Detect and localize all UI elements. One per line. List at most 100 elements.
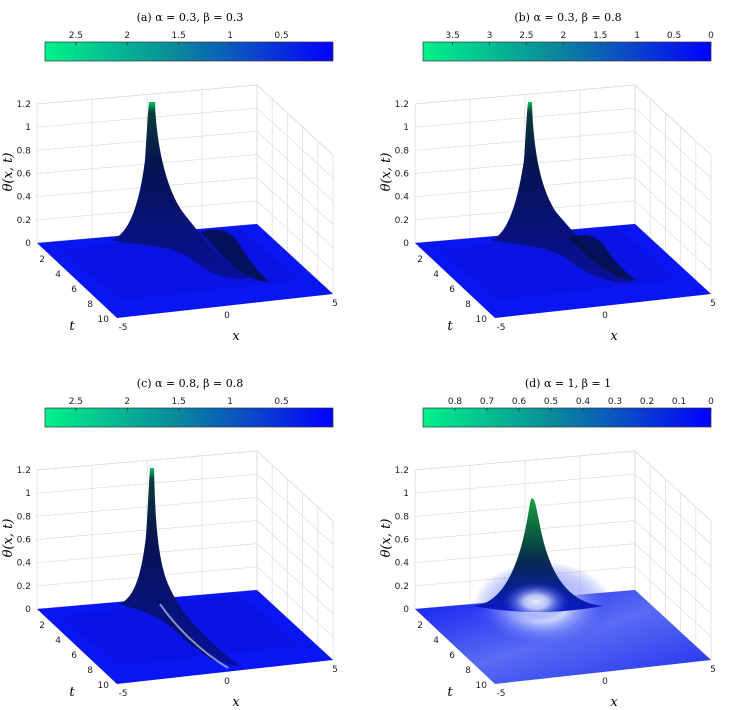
z-gridline bbox=[36, 154, 334, 225]
t-tick-label: 8 bbox=[87, 666, 93, 676]
x-axis-label: x bbox=[610, 329, 618, 344]
colorbar-tick-label: 0.7 bbox=[480, 397, 494, 407]
colorbar-tick-label: 1.5 bbox=[172, 31, 186, 41]
z-tick-label: 1 bbox=[25, 123, 31, 133]
z-tick-label: 1.2 bbox=[17, 100, 31, 110]
z-tick-label: 0.4 bbox=[17, 193, 32, 203]
surface-ridge bbox=[568, 235, 636, 280]
colorbar: 2.5 2 1.5 1 0.5 bbox=[44, 397, 334, 428]
t-tick-label: 2 bbox=[417, 255, 423, 265]
colorbar: 0.8 0.7 0.6 0.5 0.4 0.3 0.2 0.1 0 bbox=[422, 397, 714, 428]
axes-box: 0 0.2 0.4 0.6 0.8 1 1.2 bbox=[17, 84, 334, 295]
colorbar-tick-label: 1 bbox=[227, 397, 233, 407]
colorbar-tick-label: 0.6 bbox=[512, 397, 527, 407]
z-gridline bbox=[36, 177, 334, 248]
x-tick-label: 5 bbox=[710, 665, 716, 675]
x-axis-label: x bbox=[232, 329, 240, 344]
t-tick-label: 6 bbox=[449, 651, 455, 661]
z-tick-label: 0.8 bbox=[17, 512, 32, 522]
panel-c: (c) α = 0.8, β = 0.8 2.5 2 1.5 1 0.5 0 0.2 0.4 0.… bbox=[1, 377, 338, 710]
surface-peak-glow bbox=[502, 582, 570, 622]
colorbar-tick-label: 2 bbox=[560, 31, 566, 41]
surface bbox=[415, 102, 711, 318]
colorbar-fill bbox=[422, 407, 712, 428]
z-gridline bbox=[414, 84, 712, 156]
colorbar-fill bbox=[44, 407, 334, 428]
z-gridline bbox=[36, 473, 334, 545]
z-tick-label: 0.4 bbox=[17, 559, 32, 569]
z-tick-label: 1 bbox=[403, 123, 409, 133]
t-axis-label: t bbox=[69, 319, 75, 334]
z-tick-label: 0.2 bbox=[17, 582, 31, 592]
x-tick-label: -5 bbox=[497, 323, 506, 333]
colorbar-tick-label: 1.5 bbox=[593, 31, 607, 41]
z-tick-label: 0.2 bbox=[395, 582, 409, 592]
z-gridline bbox=[414, 473, 712, 545]
z-tick-label: 0.2 bbox=[395, 216, 409, 226]
t-axis-label: t bbox=[447, 685, 453, 700]
z-tick-label: 0 bbox=[25, 239, 31, 249]
z-tick-label: 0 bbox=[403, 239, 409, 249]
x-tick-label: 0 bbox=[602, 311, 608, 321]
z-gridline bbox=[414, 543, 712, 614]
colorbar-tick-label: 0.5 bbox=[667, 31, 681, 41]
z-tick-label: 0.6 bbox=[17, 170, 32, 180]
surface bbox=[37, 102, 333, 318]
surface-peak bbox=[110, 102, 250, 279]
z-axis-label: θ(x, t) bbox=[1, 153, 16, 192]
z-tick-label: 0.8 bbox=[17, 146, 32, 156]
colorbar-tick-label: 1 bbox=[634, 31, 640, 41]
colorbar-tick-label: 0 bbox=[708, 397, 714, 407]
z-gridline bbox=[36, 496, 334, 568]
z-gridline bbox=[36, 200, 334, 272]
colorbar-tick-label: 2 bbox=[124, 31, 130, 41]
t-tick-label: 8 bbox=[465, 666, 471, 676]
x-tick-label: 5 bbox=[332, 665, 338, 675]
x-tick-label: 5 bbox=[332, 299, 338, 309]
t-tick-label: 8 bbox=[87, 300, 93, 310]
t-tick-label: 2 bbox=[39, 255, 45, 265]
t-tick-label: 4 bbox=[55, 270, 61, 280]
colorbar-tick-label: 2.5 bbox=[69, 31, 83, 41]
z-tick-label: 0.6 bbox=[17, 536, 32, 546]
panel-d: (d) α = 1, β = 1 0.8 0.7 0.6 0.5 0.4 0.3 0.2 0.1… bbox=[379, 377, 716, 710]
x-tick-label: 0 bbox=[602, 677, 608, 687]
surface bbox=[37, 468, 333, 684]
x-tick-label: 0 bbox=[224, 311, 230, 321]
x-tick-label: -5 bbox=[119, 323, 128, 333]
colorbar-tick-label: 0.5 bbox=[274, 31, 288, 41]
surface-highlight-streak bbox=[159, 603, 229, 669]
t-tick-label: 6 bbox=[449, 285, 455, 295]
panel-title: (b) α = 0.3, β = 0.8 bbox=[514, 11, 621, 24]
colorbar-tick-label: 0.3 bbox=[608, 397, 622, 407]
z-tick-label: 0.8 bbox=[395, 512, 410, 522]
z-tick-label: 1.2 bbox=[17, 466, 31, 476]
z-tick-label: 0.8 bbox=[395, 146, 410, 156]
colorbar-tick-label: 0.5 bbox=[274, 397, 288, 407]
z-tick-label: 1 bbox=[403, 489, 409, 499]
z-gridline bbox=[414, 107, 712, 179]
z-tick-label: 0.6 bbox=[395, 536, 410, 546]
z-gridline bbox=[36, 107, 334, 179]
colorbar-tick-label: 1 bbox=[227, 31, 233, 41]
z-gridline bbox=[36, 520, 334, 591]
panel-a: (a) α = 0.3, β = 0.3 2.5 2 1.5 1 0.5 0 0.2 0.4 0.… bbox=[1, 11, 338, 344]
t-tick-label: 2 bbox=[39, 621, 45, 631]
panel-title: (c) α = 0.8, β = 0.8 bbox=[137, 377, 243, 390]
z-tick-label: 0.2 bbox=[17, 216, 31, 226]
colorbar: 2.5 2 1.5 1 0.5 bbox=[44, 31, 334, 62]
panel-title: (a) α = 0.3, β = 0.3 bbox=[137, 11, 244, 24]
surface-ridge bbox=[200, 229, 270, 282]
colorbar-tick-label: 0.5 bbox=[544, 397, 558, 407]
x-axis-label: x bbox=[610, 695, 618, 710]
axes-box: 0 0.2 0.4 0.6 0.8 1 1.2 bbox=[395, 450, 712, 661]
colorbar-tick-label: 0.2 bbox=[640, 397, 654, 407]
colorbar: 3.5 3 2.5 2 1.5 1 0.5 0 bbox=[422, 31, 714, 62]
z-tick-label: 1.2 bbox=[395, 466, 409, 476]
t-axis-label: t bbox=[447, 319, 453, 334]
z-gridline bbox=[414, 130, 712, 202]
